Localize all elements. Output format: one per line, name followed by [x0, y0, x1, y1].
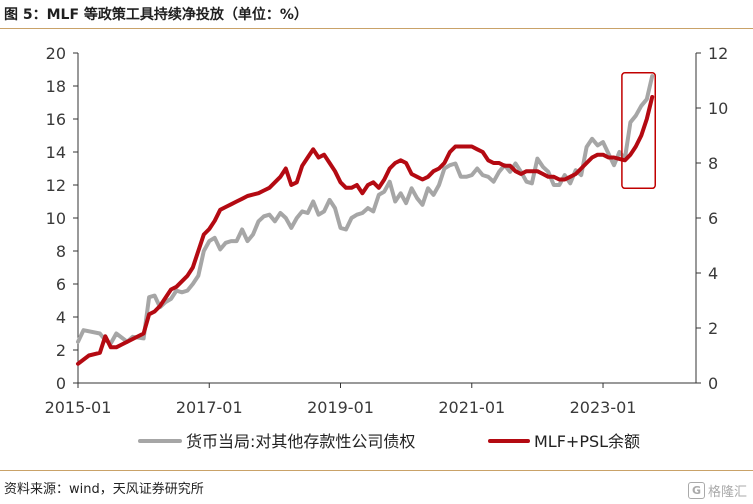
- x-tick-label: 2021-01: [438, 398, 505, 417]
- x-tick-label: 2015-01: [45, 398, 112, 417]
- title-divider: [0, 28, 753, 29]
- right-tick-label: 8: [708, 154, 718, 173]
- left-tick-label: 18: [46, 77, 66, 96]
- right-tick-label: 4: [708, 264, 718, 283]
- series-line-gray: [76, 74, 655, 346]
- series-line-red: [76, 95, 655, 366]
- source-divider: [0, 470, 753, 471]
- left-tick-label: 8: [56, 242, 66, 261]
- left-tick-label: 0: [56, 374, 66, 393]
- x-tick-label: 2017-01: [176, 398, 243, 417]
- source-note: 资料来源：wind，天风证券研究所: [4, 482, 204, 497]
- line-chart: 0 2 4 6 8 10 12 14 16 18 20 0 2 4 6 8 10 12 2015-01 2017-01…: [45, 44, 729, 451]
- watermark-logo-icon: G: [687, 482, 705, 499]
- highlight-box: [621, 72, 656, 190]
- left-tick-label: 20: [46, 44, 66, 63]
- legend-label: MLF+PSL余额: [534, 432, 640, 451]
- watermark: G 格隆汇: [687, 481, 747, 500]
- left-tick-label: 2: [56, 341, 66, 360]
- left-tick-label: 6: [56, 275, 66, 294]
- right-tick-label: 12: [708, 44, 728, 63]
- right-tick-label: 6: [708, 209, 718, 228]
- left-tick-label: 16: [46, 110, 66, 129]
- x-tick-label: 2019-01: [307, 398, 374, 417]
- left-tick-label: 4: [56, 308, 66, 327]
- left-tick-label: 12: [46, 176, 66, 195]
- right-tick-label: 0: [708, 374, 718, 393]
- right-tick-label: 10: [708, 99, 728, 118]
- figure-title: 图 5：MLF 等政策工具持续净投放（单位：%）: [4, 7, 308, 23]
- x-tick-label: 2023-01: [570, 398, 637, 417]
- left-tick-label: 14: [46, 143, 66, 162]
- right-tick-label: 2: [708, 319, 718, 338]
- watermark-text: 格隆汇: [707, 485, 747, 500]
- left-tick-label: 10: [46, 209, 66, 228]
- legend-label: 货币当局:对其他存款性公司债权: [186, 432, 415, 451]
